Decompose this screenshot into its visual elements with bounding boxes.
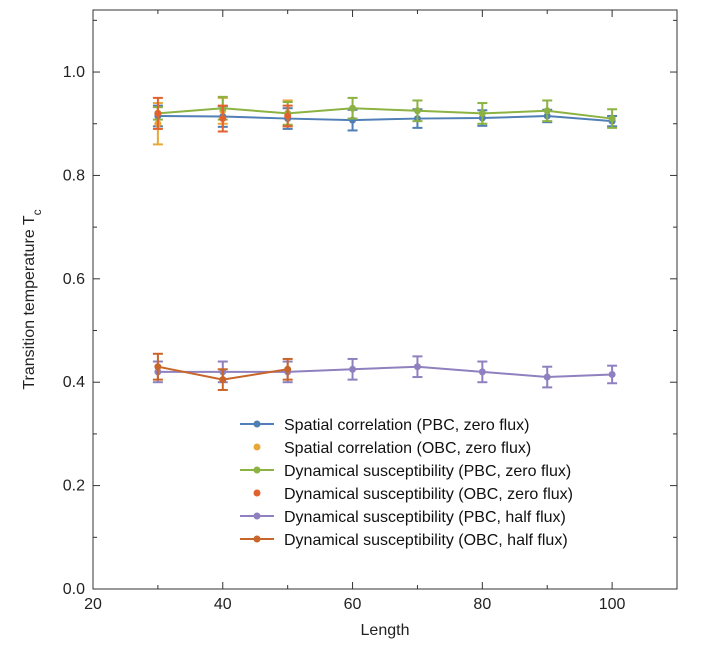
- y-tick-label: 0.8: [63, 167, 85, 184]
- legend-item: Dynamical susceptibility (OBC, half flux…: [240, 532, 568, 549]
- legend-marker: [253, 489, 261, 497]
- data-point: [349, 365, 357, 373]
- legend-series-name: Dynamical susceptibility: [284, 532, 458, 549]
- x-axis-title: Length: [361, 622, 410, 639]
- legend-label: Spatial correlation (PBC, zero flux): [284, 417, 529, 434]
- legend-item: Spatial correlation (PBC, zero flux): [240, 417, 529, 434]
- data-point: [543, 107, 551, 115]
- data-point: [284, 365, 292, 373]
- data-point: [219, 376, 227, 384]
- legend: Spatial correlation (PBC, zero flux)Spat…: [240, 417, 573, 549]
- legend-marker: [253, 466, 261, 474]
- legend-label: Spatial correlation (OBC, zero flux): [284, 440, 531, 457]
- y-tick-label: 0.0: [63, 581, 85, 598]
- legend-series-name: Dynamical susceptibility: [284, 486, 458, 503]
- x-tick-label: 80: [473, 596, 491, 613]
- y-tick-label: 1.0: [63, 64, 85, 81]
- legend-label: Dynamical susceptibility (PBC, zero flux…: [284, 463, 571, 480]
- legend-label: Dynamical susceptibility (OBC, zero flux…: [284, 486, 573, 503]
- y-axis-title: Transition temperature Tc: [21, 209, 44, 389]
- legend-condition: (PBC, zero flux): [458, 463, 571, 480]
- x-tick-label: 100: [599, 596, 626, 613]
- legend-series-name: Dynamical susceptibility: [284, 509, 458, 526]
- legend-item: Dynamical susceptibility (OBC, zero flux…: [253, 486, 573, 503]
- x-tick-label: 40: [214, 596, 232, 613]
- legend-condition: (OBC, zero flux): [458, 486, 573, 503]
- legend-condition: (OBC, zero flux): [417, 440, 532, 457]
- y-axis-title-main: Transition temperature T: [21, 215, 38, 390]
- series-layer: [152, 95, 618, 391]
- data-point: [478, 109, 486, 117]
- series-3: [152, 96, 293, 133]
- data-point: [608, 115, 616, 123]
- x-axis: 20 40 60 80 100: [84, 10, 626, 613]
- data-point: [413, 107, 421, 115]
- data-point: [349, 104, 357, 112]
- data-point: [413, 363, 421, 371]
- legend-marker: [253, 420, 261, 428]
- legend-item: Dynamical susceptibility (PBC, zero flux…: [240, 463, 571, 480]
- series-5: [152, 352, 293, 391]
- legend-label: Dynamical susceptibility (PBC, half flux…: [284, 509, 566, 526]
- y-tick-label: 0.4: [63, 374, 85, 391]
- legend-condition: (PBC, half flux): [458, 509, 566, 526]
- data-point: [608, 370, 616, 378]
- data-point: [154, 363, 162, 371]
- legend-condition: (OBC, half flux): [458, 532, 567, 549]
- legend-label: Dynamical susceptibility (OBC, half flux…: [284, 532, 568, 549]
- plot-area: 20 40 60 80 100 0.0 0.2 0.4 0.6 0.8 1.0: [63, 9, 678, 613]
- legend-marker: [253, 512, 261, 520]
- series-line: [157, 114, 613, 123]
- legend-marker: [253, 535, 261, 543]
- x-tick-label: 60: [344, 596, 362, 613]
- data-point: [284, 112, 292, 120]
- x-tick-label: 20: [84, 596, 102, 613]
- data-point: [478, 368, 486, 376]
- legend-item: Dynamical susceptibility (PBC, half flux…: [240, 509, 566, 526]
- y-axis-title-subscript: c: [30, 209, 44, 215]
- legend-condition: (PBC, zero flux): [417, 417, 530, 434]
- legend-series-name: Dynamical susceptibility: [284, 463, 458, 480]
- series-line: [157, 107, 613, 120]
- data-point: [219, 115, 227, 123]
- legend-marker: [253, 443, 261, 451]
- data-point: [154, 109, 162, 117]
- y-axis: 0.0 0.2 0.4 0.6 0.8 1.0: [63, 19, 677, 598]
- legend-item: Spatial correlation (OBC, zero flux): [253, 440, 531, 457]
- legend-series-name: Spatial correlation: [284, 417, 417, 434]
- y-tick-label: 0.2: [63, 478, 85, 495]
- legend-series-name: Spatial correlation: [284, 440, 417, 457]
- y-tick-label: 0.6: [63, 271, 85, 288]
- series-line: [157, 365, 613, 379]
- plot-frame: [92, 9, 678, 590]
- data-point: [543, 373, 551, 381]
